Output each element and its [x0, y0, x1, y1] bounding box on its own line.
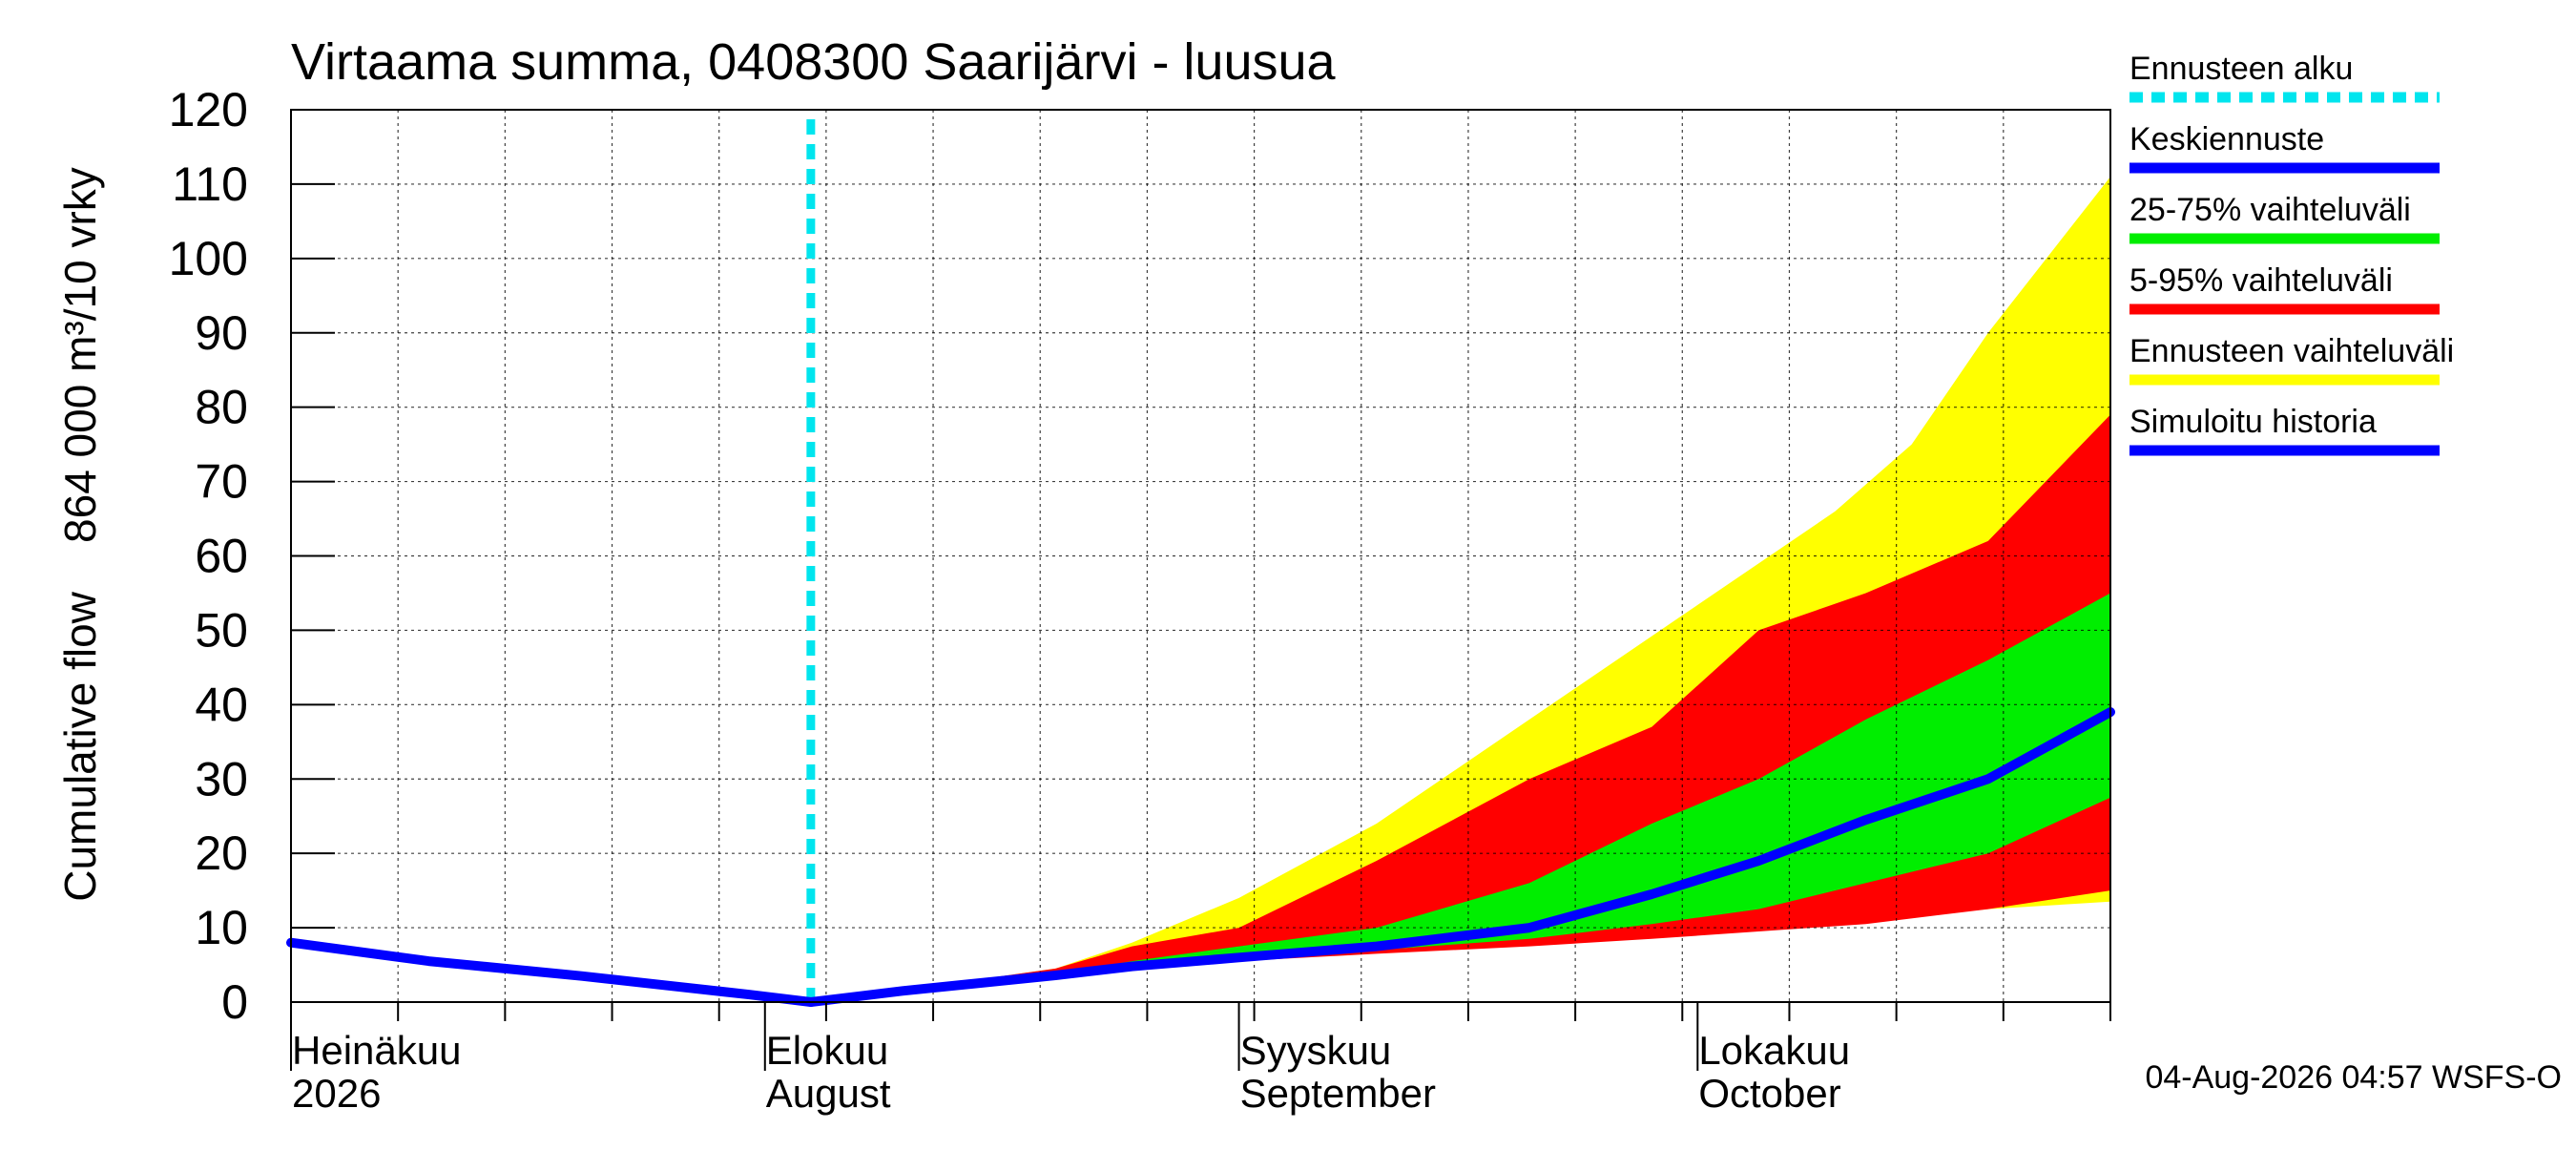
timestamp-footer: 04-Aug-2026 04:57 WSFS-O: [2145, 1059, 2562, 1096]
y-tick-label: 0: [221, 975, 248, 1029]
y-axis: 0 10 20 30 40 50 60 70 80 90 100 110 120: [169, 83, 335, 1029]
y-tick-label: 110: [172, 157, 248, 211]
y-tick-label: 70: [195, 455, 248, 509]
x-month-label-en: October: [1698, 1071, 1840, 1116]
legend-label: Simuloitu historia: [2129, 404, 2377, 440]
y-tick-label: 50: [195, 603, 248, 657]
y-tick-label: 60: [195, 530, 248, 583]
series-line-simuloitu-historia: [286, 937, 816, 1007]
y-tick-label: 30: [195, 752, 248, 805]
x-month-label-en: August: [766, 1071, 891, 1116]
series-line-keskiennuste: [805, 707, 2115, 1007]
band-25-75-vaihteluv-li: [810, 593, 2110, 1002]
x-month-label-en: September: [1240, 1071, 1436, 1116]
legend-label: 25-75% vaihteluväli: [2129, 192, 2411, 228]
y-tick-label: 20: [195, 826, 248, 880]
y-tick-label: 80: [195, 381, 248, 434]
chart-title: Virtaama summa, 0408300 Saarijärvi - luu…: [291, 33, 1337, 91]
y-axis-label: Cumulative flow 864 000 m³/10 vrky: [55, 167, 105, 902]
legend-label: 5-95% vaihteluväli: [2129, 262, 2393, 299]
x-month-label: Syyskuu: [1240, 1028, 1392, 1073]
y-tick-label: 90: [195, 306, 248, 360]
legend-label: Ennusteen vaihteluväli: [2129, 333, 2454, 369]
y-tick-label: 40: [195, 678, 248, 731]
y-tick-label: 120: [169, 83, 248, 136]
legend: Ennusteen alku Keskiennuste 25-75% vaihtel…: [2129, 51, 2454, 456]
x-month-label: Elokuu: [766, 1028, 888, 1073]
y-tick-label: 100: [169, 232, 248, 285]
x-month-label: Heinäkuu: [292, 1028, 461, 1073]
legend-label: Keskiennuste: [2129, 121, 2324, 157]
y-tick-label: 10: [195, 901, 248, 954]
x-month-label-en: 2026: [292, 1071, 381, 1116]
x-month-label: Lokakuu: [1698, 1028, 1850, 1073]
legend-label: Ennusteen alku: [2129, 51, 2353, 87]
plot-area: [286, 109, 2115, 1007]
